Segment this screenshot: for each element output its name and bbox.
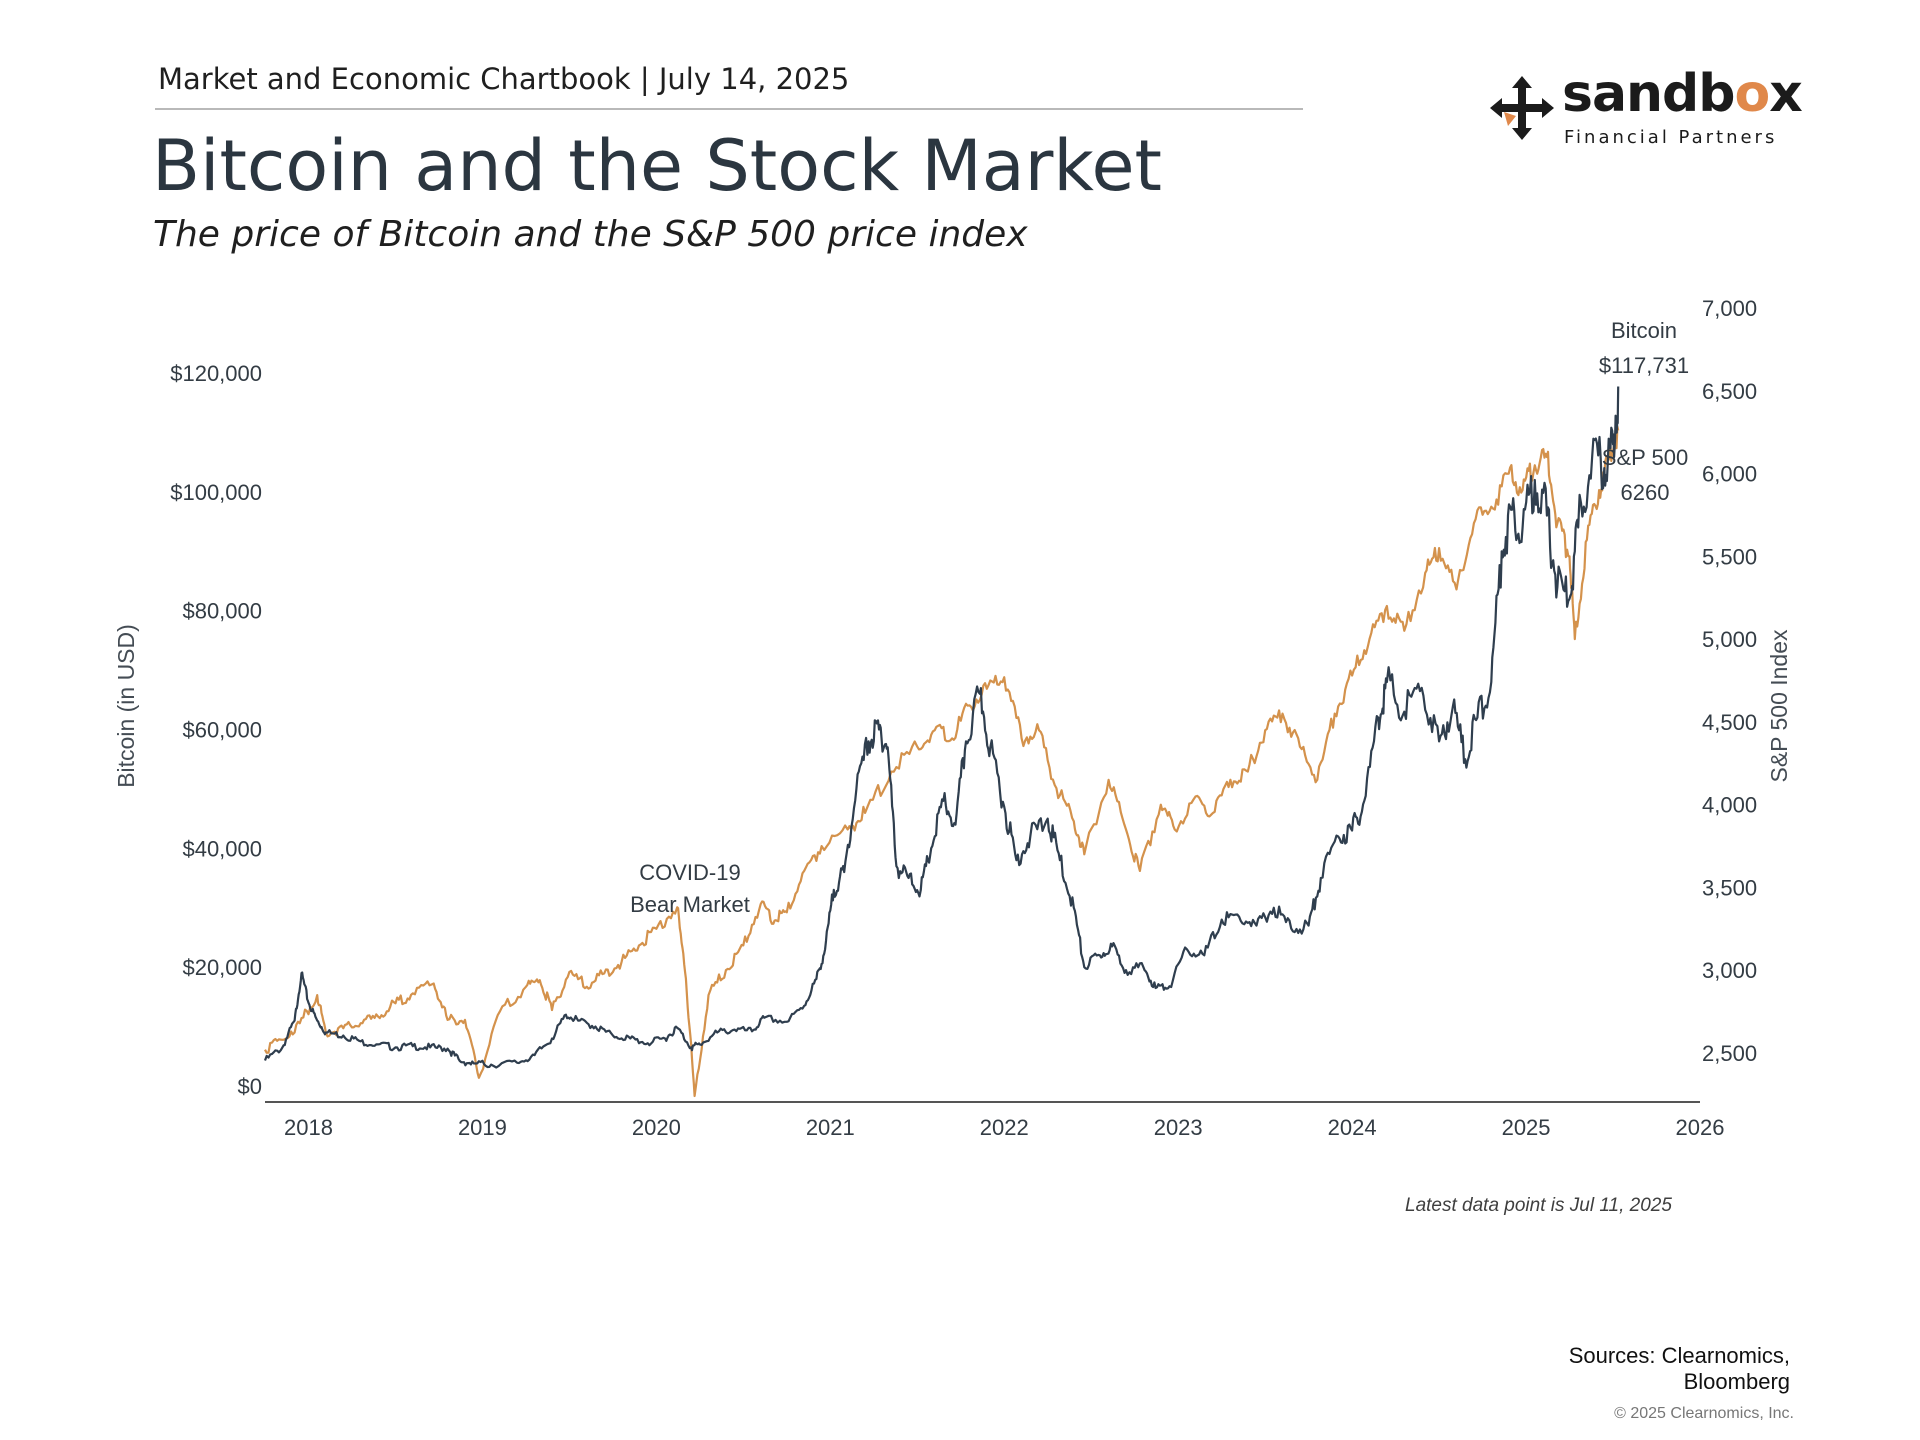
right-axis-title: S&P 500 Index — [1766, 629, 1792, 783]
bitcoin-value-label: $117,731 — [1599, 353, 1689, 378]
left-axis-tick-label: $100,000 — [170, 480, 262, 505]
x-axis-tick-label: 2018 — [284, 1115, 333, 1140]
x-axis-tick-label: 2021 — [806, 1115, 855, 1140]
covid-annotation-line1: COVID-19 — [639, 860, 740, 885]
x-axis-tick-label: 2019 — [458, 1115, 507, 1140]
right-axis-tick-label: 3,000 — [1702, 958, 1757, 983]
sp500-series-line — [264, 425, 1620, 1098]
right-axis-tick-label: 5,000 — [1702, 627, 1757, 652]
left-axis-tick-label: $120,000 — [170, 361, 262, 386]
bitcoin-name-label: Bitcoin — [1611, 318, 1677, 343]
sources-line-2: Bloomberg — [1683, 1369, 1790, 1394]
page-subtitle: The price of Bitcoin and the S&P 500 pri… — [153, 214, 1028, 255]
latest-data-note: Latest data point is Jul 11, 2025 — [1405, 1195, 1672, 1216]
left-axis-tick-label: $60,000 — [182, 718, 262, 743]
arrows-cross-icon — [1490, 76, 1554, 140]
x-axis-tick-label: 2026 — [1676, 1115, 1725, 1140]
left-axis-title: Bitcoin (in USD) — [113, 624, 139, 788]
x-axis-tick-label: 2023 — [1154, 1115, 1203, 1140]
right-axis-tick-label: 4,000 — [1702, 793, 1757, 818]
right-axis-tick-label: 3,500 — [1702, 875, 1757, 900]
bitcoin-series-line — [263, 386, 1620, 1069]
right-axis-tick-label: 5,500 — [1702, 544, 1757, 569]
breadcrumb: Market and Economic Chartbook | July 14,… — [158, 62, 850, 96]
right-axis-tick-label: 2,500 — [1702, 1041, 1757, 1066]
sources-note: Sources: Clearnomics, Bloomberg — [1390, 1343, 1790, 1395]
left-axis-tick-label: $80,000 — [182, 599, 262, 624]
logo-wordmark: sandbox — [1562, 64, 1803, 124]
left-axis-tick-label: $0 — [238, 1074, 262, 1099]
x-axis-tick-label: 2020 — [632, 1115, 681, 1140]
sp500-name-label: S&P 500 — [1602, 445, 1688, 470]
x-axis-tick-label: 2022 — [980, 1115, 1029, 1140]
copyright: © 2025 Clearnomics, Inc. — [1614, 1405, 1794, 1422]
sandbox-logo: sandbox Financial Partners — [1490, 64, 1803, 150]
right-axis-tick-label: 7,000 — [1702, 296, 1757, 321]
page-title: Bitcoin and the Stock Market — [152, 125, 1162, 207]
left-axis-tick-label: $20,000 — [182, 955, 262, 980]
right-axis-tick-label: 4,500 — [1702, 710, 1757, 735]
sources-line-1: Sources: Clearnomics, — [1568, 1343, 1790, 1368]
covid-annotation-line2: Bear Market — [630, 892, 750, 917]
right-axis-tick-label: 6,000 — [1702, 462, 1757, 487]
x-axis-tick-label: 2024 — [1328, 1115, 1377, 1140]
right-axis-tick-label: 6,500 — [1702, 379, 1757, 404]
left-axis-tick-label: $40,000 — [182, 836, 262, 861]
sp500-value-label: 6260 — [1621, 480, 1670, 505]
x-axis-tick-label: 2025 — [1502, 1115, 1551, 1140]
header-divider — [155, 108, 1303, 110]
logo-tagline: Financial Partners — [1564, 127, 1778, 148]
